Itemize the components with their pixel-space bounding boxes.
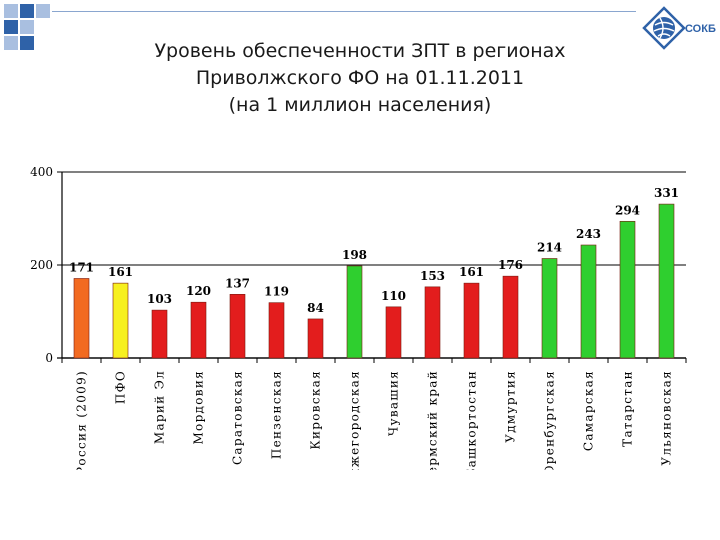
data-label: 103 [147, 292, 172, 306]
decor-square [36, 4, 50, 18]
x-tick-label: Башкортостан [465, 370, 479, 470]
data-label: 331 [654, 186, 679, 200]
data-label: 161 [108, 265, 133, 279]
data-label: 153 [420, 269, 445, 283]
y-tick-label: 0 [45, 351, 53, 365]
x-tick-label: Оренбургская [543, 370, 557, 470]
bar-1 [73, 278, 90, 359]
data-label: 161 [459, 265, 484, 279]
data-label: 176 [498, 258, 523, 272]
decor-square [20, 20, 34, 34]
decor-square [20, 4, 34, 18]
decor-square [4, 20, 18, 34]
x-tick-label: Удмуртия [504, 370, 518, 443]
decor-square [20, 36, 34, 50]
x-tick-label: Чувашия [387, 370, 401, 436]
page-title: Уровень обеспеченности ЗПТ в регионах Пр… [60, 38, 660, 119]
bar-15 [619, 220, 636, 359]
y-tick-label: 200 [30, 258, 53, 272]
data-label: 198 [342, 248, 367, 262]
decor-square [4, 4, 18, 18]
header-rule [52, 11, 636, 12]
data-label: 110 [381, 289, 406, 303]
x-tick-label: Саратовская [231, 370, 245, 465]
y-tick-label: 400 [30, 165, 53, 179]
bar-8 [346, 265, 363, 359]
bar-11 [463, 282, 480, 359]
x-tick-label: ПФО [114, 370, 128, 404]
bar-2 [112, 282, 129, 359]
bar-12 [502, 275, 519, 359]
bar-4 [190, 301, 207, 359]
title-line-2: Приволжского ФО на 01.11.2011 [195, 67, 525, 89]
bar-13 [541, 258, 558, 359]
data-label: 171 [69, 260, 94, 274]
bar-3 [151, 309, 168, 359]
data-label: 243 [576, 227, 601, 241]
bar-9 [385, 306, 402, 359]
x-tick-label: Пермский край [426, 370, 440, 470]
logo-text: СОКБ [685, 23, 716, 35]
x-tick-label: Нижегородская [348, 370, 362, 470]
bar-6 [268, 302, 285, 359]
x-tick-label: Марий Эл [153, 370, 167, 444]
x-tick-label: Пензенская [270, 370, 284, 459]
bar-7 [307, 318, 324, 359]
bar-14 [580, 244, 597, 359]
data-label: 84 [307, 301, 324, 315]
title-line-3: (на 1 миллион населения) [228, 94, 492, 116]
x-tick-label: Самарская [582, 370, 596, 451]
bar-16 [658, 203, 675, 359]
title-line-1: Уровень обеспеченности ЗПТ в регионах [154, 40, 566, 62]
x-tick-label: Ульяновская [660, 370, 674, 466]
data-label: 294 [615, 203, 640, 217]
bar-5 [229, 293, 246, 359]
data-label: 119 [264, 285, 289, 299]
decor-square [4, 36, 18, 50]
data-label: 214 [537, 240, 562, 254]
bar-chart: 0 200 400 171 Россия (2009) 161 ПФО 103 Марий Эл… [30, 165, 687, 470]
x-tick-label: Россия (2009) [75, 370, 89, 470]
x-tick-label: Кировская [309, 370, 323, 450]
x-tick-label: Мордовия [192, 370, 206, 445]
logo: СОКБ [642, 6, 716, 50]
x-tick-label: Татарстан [621, 370, 635, 447]
bar-10 [424, 286, 441, 359]
data-label: 120 [186, 284, 211, 298]
data-label: 137 [225, 276, 250, 290]
